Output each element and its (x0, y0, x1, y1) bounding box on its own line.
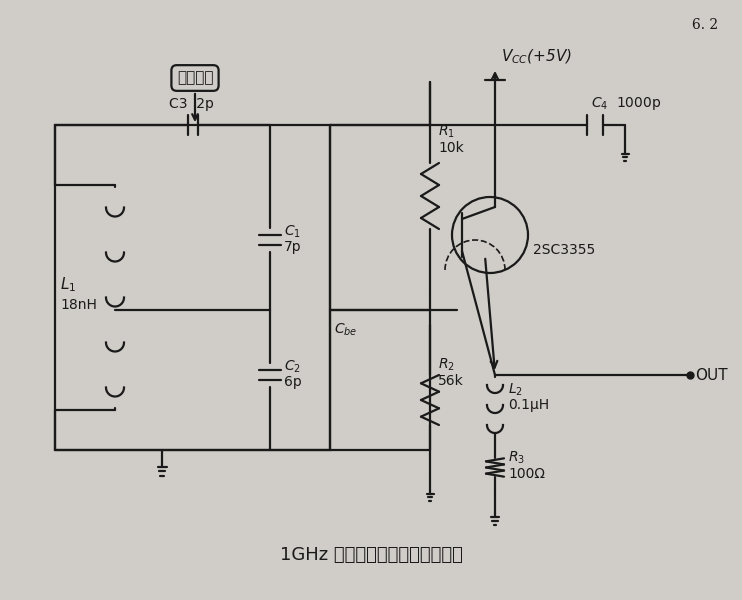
Text: $C_{be}$: $C_{be}$ (334, 322, 358, 338)
Text: $C_4$  1000p: $C_4$ 1000p (591, 95, 661, 112)
Text: 56k: 56k (438, 374, 464, 388)
Text: OUT: OUT (695, 367, 728, 383)
Text: $L_1$: $L_1$ (60, 275, 76, 295)
Text: 6. 2: 6. 2 (692, 18, 718, 32)
Text: $R_3$: $R_3$ (508, 450, 525, 466)
Text: 1GHz 频带的克拉普振荡电路实例: 1GHz 频带的克拉普振荡电路实例 (280, 546, 462, 564)
Text: $R_2$: $R_2$ (438, 357, 455, 373)
Text: 18nH: 18nH (60, 298, 97, 312)
Text: 10k: 10k (438, 141, 464, 155)
Bar (55, 125, 330, 450)
Text: $C_1$: $C_1$ (284, 224, 301, 240)
Text: 2SC3355: 2SC3355 (533, 243, 595, 257)
Text: $C_2$: $C_2$ (284, 359, 301, 375)
Text: 6p: 6p (284, 375, 302, 389)
Text: 谐振电路: 谐振电路 (177, 70, 213, 85)
Text: 7p: 7p (284, 240, 302, 254)
Text: $V_{CC}$(+5V): $V_{CC}$(+5V) (501, 47, 572, 66)
Text: 100Ω: 100Ω (508, 467, 545, 481)
Text: $R_1$: $R_1$ (438, 124, 455, 140)
Text: C3  2p: C3 2p (168, 97, 214, 111)
Text: $L_2$: $L_2$ (508, 382, 523, 398)
Text: 0.1μH: 0.1μH (508, 398, 549, 412)
